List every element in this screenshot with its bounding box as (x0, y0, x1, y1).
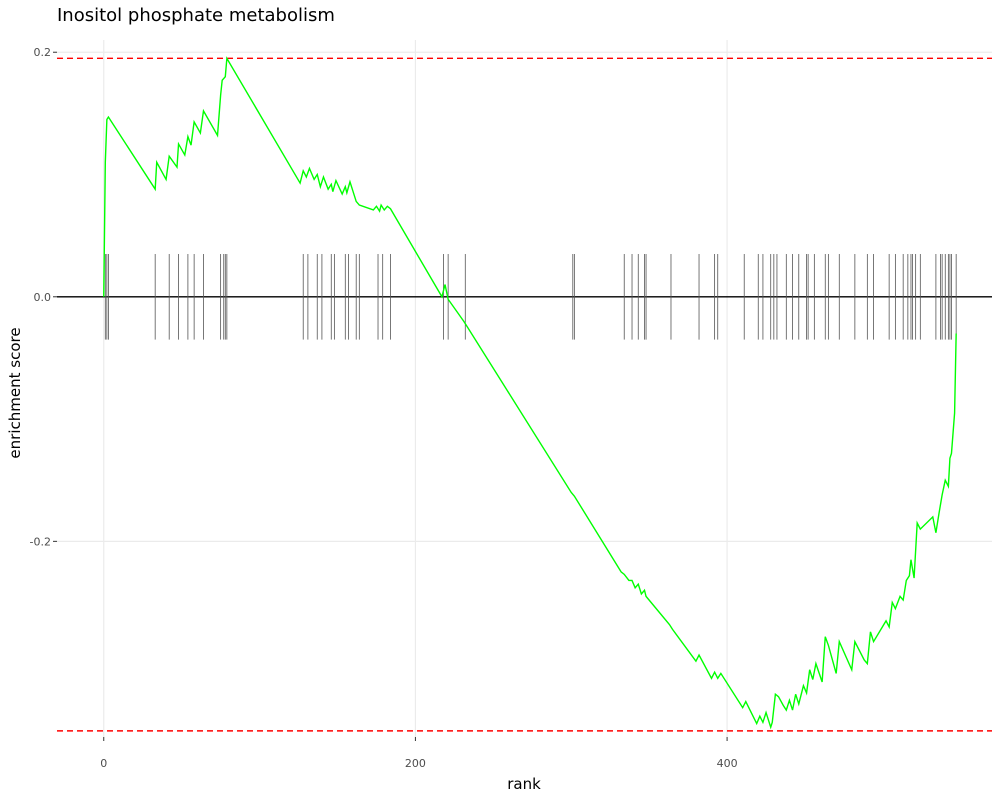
grid-lines (57, 40, 992, 737)
hit-ticks (104, 253, 957, 340)
chart-title: Inositol phosphate metabolism (57, 5, 335, 26)
x-axis-title: rank (507, 775, 541, 793)
y-tick-label: 0.2 (34, 46, 52, 59)
x-tick-label: 200 (405, 757, 426, 770)
axis-ticks: 0 200 400 -0.2 0.0 0.2 (30, 46, 738, 770)
y-axis-title: enrichment score (6, 327, 24, 458)
y-tick-label: -0.2 (30, 535, 51, 548)
enrichment-curve (103, 56, 957, 730)
x-tick-label: 0 (100, 757, 107, 770)
x-tick-label: 400 (717, 757, 738, 770)
threshold-lines (57, 57, 992, 732)
y-tick-label: 0.0 (34, 291, 52, 304)
